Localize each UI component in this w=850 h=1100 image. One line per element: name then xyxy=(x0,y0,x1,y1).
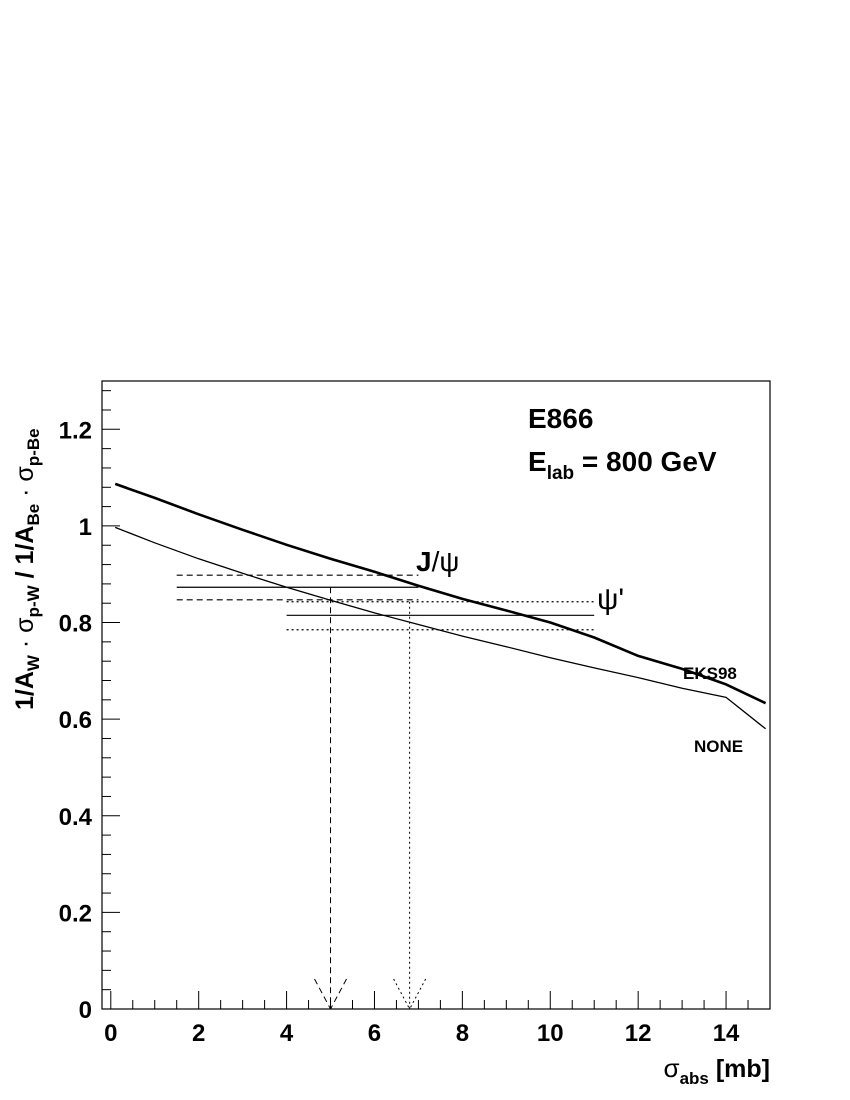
x-tick-label: 14 xyxy=(713,1020,740,1047)
y-tick-label: 0.2 xyxy=(59,900,92,927)
x-tick-label: 6 xyxy=(368,1020,381,1047)
x-tick-label: 2 xyxy=(192,1020,205,1047)
x-tick-label: 12 xyxy=(625,1020,652,1047)
curve-eks98 xyxy=(114,482,767,705)
chart-subtitle: Elab = 800 GeV xyxy=(528,446,717,484)
arrow-head-right-jpsi xyxy=(330,978,347,1010)
ticks-group: 0 2 4 6 8 10 12 14 0 0.2 0.4 0.6 0.8 1 1.2 xyxy=(59,390,771,1047)
x-axis-label: σabs [mb] xyxy=(664,1053,770,1088)
chart-title: E866 xyxy=(528,403,593,434)
curves-group xyxy=(114,482,767,730)
y-axis-label: 1/AW · σp-W / 1/ABe · σp-Be xyxy=(11,428,43,710)
x-tick-label: 10 xyxy=(537,1020,564,1047)
y-tick-label: 1.2 xyxy=(59,417,92,444)
curve-none xyxy=(114,526,767,730)
series-label-none: NONE xyxy=(694,737,743,756)
y-tick-label: 1 xyxy=(79,514,92,541)
arrows-group xyxy=(314,587,427,1010)
series-label-eks98: EKS98 xyxy=(683,664,737,683)
band-label-psiprime: ψ' xyxy=(597,583,624,616)
arrow-head-right-psiprime xyxy=(409,978,427,1010)
labels-group: E866 Elab = 800 GeV EKS98 NONE J/ψ ψ' σa… xyxy=(11,403,770,1088)
plot-frame-group xyxy=(101,380,771,1010)
y-tick-label: 0 xyxy=(79,997,92,1024)
plot-frame xyxy=(101,380,771,1010)
band-label-jpsi: J/ψ xyxy=(416,546,459,577)
x-tick-label: 8 xyxy=(456,1020,469,1047)
bands-group xyxy=(176,574,595,631)
y-tick-label: 0.4 xyxy=(59,804,93,831)
x-tick-label: 0 xyxy=(104,1020,117,1047)
y-tick-label: 0.8 xyxy=(59,611,92,638)
x-tick-label: 4 xyxy=(280,1020,294,1047)
arrow-head-left-psiprime xyxy=(393,978,411,1010)
y-tick-label: 0.6 xyxy=(59,707,92,734)
arrow-head-left-jpsi xyxy=(314,978,331,1010)
